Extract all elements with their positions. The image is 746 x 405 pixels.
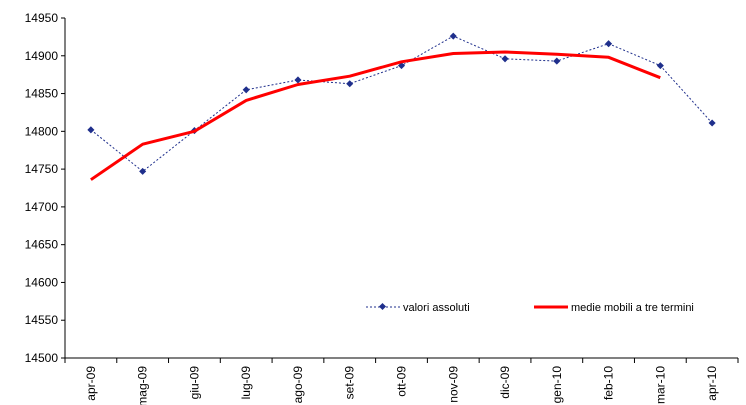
data-point-valori-assoluti: [346, 80, 354, 88]
series-line-medie-mobili: [90, 50, 661, 181]
x-tick-label: apr-09: [84, 366, 98, 401]
legend-label-medie-mobili: medie mobili a tre termini: [571, 302, 694, 314]
x-tick-label: nov-09: [446, 366, 460, 403]
x-tick-label: apr-10: [705, 366, 719, 401]
y-tick-label: 14750: [25, 162, 59, 176]
y-tick-label: 14600: [25, 275, 59, 289]
y-tick-label: 14650: [25, 238, 59, 252]
x-tick-label: feb-10: [602, 366, 616, 400]
x-tick-label: mag-09: [136, 366, 150, 405]
y-tick-label: 14550: [25, 313, 59, 327]
data-point-valori-assoluti: [87, 126, 95, 134]
data-point-valori-assoluti: [605, 40, 613, 48]
x-tick-label: set-09: [343, 366, 357, 400]
data-point-valori-assoluti: [294, 76, 302, 84]
x-axis-ticks: apr-09 mag-09 giu-09 lug-09 ago-09 set-09 ott-…: [64, 358, 739, 405]
y-tick-label: 14950: [25, 11, 59, 25]
y-axis-ticks: 14500 14550 14600 14650 14700 14750 14800 14850…: [25, 11, 65, 365]
series-line-valori-assoluti: [90, 35, 713, 173]
data-point-valori-assoluti: [242, 86, 250, 94]
chart-axes: [64, 18, 738, 359]
x-tick-label: lug-09: [239, 366, 253, 400]
data-point-valori-assoluti: [449, 32, 457, 40]
legend-marker-valori-assoluti: [378, 302, 387, 311]
legend-label-valori-assoluti: valori assoluti: [403, 302, 470, 314]
data-point-valori-assoluti: [708, 119, 716, 127]
data-point-valori-assoluti: [139, 167, 147, 175]
y-tick-label: 14850: [25, 87, 59, 101]
legend: valori assoluti medie mobili a tre termi…: [366, 302, 694, 314]
y-tick-label: 14900: [25, 49, 59, 63]
data-point-valori-assoluti: [656, 62, 664, 70]
x-tick-label: gen-10: [550, 366, 564, 404]
data-point-valori-assoluti: [501, 55, 509, 63]
y-tick-label: 14500: [25, 351, 59, 365]
x-tick-label: ago-09: [291, 366, 305, 404]
x-tick-label: giu-09: [187, 366, 201, 400]
x-tick-label: mar-10: [653, 366, 667, 404]
data-point-valori-assoluti: [553, 57, 561, 65]
y-tick-label: 14800: [25, 124, 59, 138]
y-tick-label: 14700: [25, 200, 59, 214]
series-layer: [87, 32, 716, 181]
x-tick-label: dic-09: [498, 366, 512, 399]
x-tick-label: ott-09: [395, 366, 409, 397]
